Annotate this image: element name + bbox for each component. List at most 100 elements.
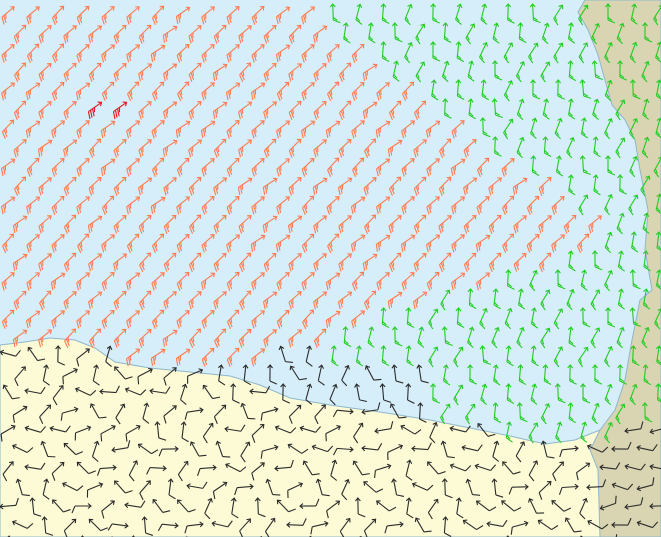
wind-barb [74,425,92,441]
wind-barb [551,500,572,512]
wind-barb [37,139,53,158]
wind-barb [124,500,146,509]
wind-barb [474,463,497,472]
wind-barb [566,288,575,311]
wind-barb [555,421,563,443]
wind-barb [567,364,577,385]
wind-barb [89,403,107,419]
wind-barb [274,425,297,434]
wind-barb [263,101,277,120]
wind-barb [238,139,253,158]
wind-barb [163,63,178,82]
wind-barb [438,176,452,196]
wind-barb [580,269,588,291]
wind-barb [113,290,127,310]
wind-barb [636,477,655,492]
wind-barb [38,253,52,272]
wind-barb [201,310,215,329]
wind-barb [553,308,564,330]
wind-barb [580,383,591,404]
wind-barb [375,120,391,138]
wind-barb [338,100,352,121]
wind-barb [540,440,555,459]
wind-barb [41,516,54,536]
wind-barb [288,253,302,272]
wind-barb [492,60,503,81]
wind-barb [101,195,115,215]
wind-barb [642,98,650,120]
wind-barb [476,157,490,177]
wind-barb [592,98,600,120]
wind-barb [25,310,41,329]
wind-barb [126,272,141,291]
wind-barb [230,383,240,404]
wind-barb [555,79,565,100]
wind-barb [101,234,115,253]
wind-barb [77,233,89,254]
wind-barb [587,519,609,530]
wind-barb [640,175,651,197]
wind-barb [262,177,278,195]
wind-barb [579,155,591,176]
wind-barb [537,519,559,531]
wind-barb [26,6,40,25]
wind-barb [586,444,609,453]
wind-barb [150,44,166,62]
wind-barb [615,403,626,425]
wind-barb [254,497,266,518]
wind-barb [299,425,321,433]
wind-barb [579,79,592,99]
wind-barb [63,139,78,158]
wind-barb [630,3,638,25]
wind-barb [202,422,214,444]
wind-barb [175,120,191,138]
wind-barb [304,535,313,537]
wind-barb [467,364,478,385]
wind-barb [455,3,463,26]
wind-barb [262,215,278,233]
wind-barb [225,462,247,473]
wind-barb [76,310,90,329]
wind-barb [364,365,382,381]
wind-barb [330,459,338,481]
wind-barb [51,310,65,329]
wind-barb [579,497,588,520]
wind-barb [40,440,56,458]
wind-barb [361,443,383,452]
wind-barb [642,22,653,43]
wind-barb [113,215,127,234]
wind-barb [505,3,515,24]
wind-barb [528,42,539,64]
wind-barb [313,328,327,348]
wind-barb [201,6,215,25]
wind-barb [528,498,545,514]
wind-barb [492,402,502,424]
wind-barb [363,481,384,493]
wind-barb [426,158,440,177]
wind-barb [38,25,52,44]
wind-barb [559,445,579,458]
wind-barb [249,385,271,395]
wind-barb [605,155,616,176]
wind-barb [189,441,207,457]
wind-barb [605,3,616,24]
wind-barb [289,365,307,381]
wind-barb [404,3,413,26]
wind-barb [501,158,515,177]
wind-barb [151,5,165,26]
wind-barb [552,461,564,482]
wind-barb [611,441,632,452]
wind-barb [163,177,177,196]
wind-barb [355,345,364,367]
wind-barb [105,345,113,367]
wind-barb [51,158,65,177]
wind-barb [201,234,215,253]
wind-barb [592,364,603,385]
wind-barb [538,252,552,272]
wind-barb [388,252,402,272]
wind-barb [51,195,65,215]
wind-barb [338,138,352,158]
wind-barb [438,252,452,273]
wind-barb [226,120,240,139]
